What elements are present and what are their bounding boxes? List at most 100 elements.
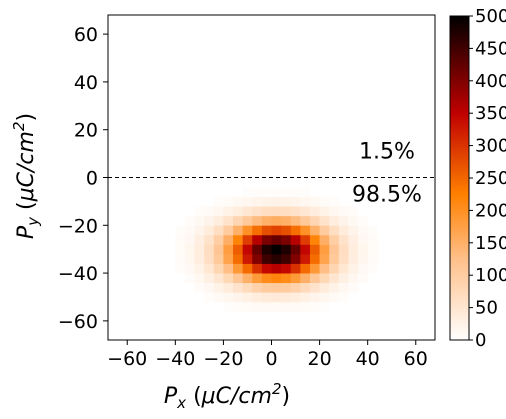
- heatmap-cell: [281, 301, 292, 312]
- heatmap-cell: [252, 301, 263, 312]
- heatmap-cell: [252, 196, 263, 207]
- heatmap-cell: [290, 263, 301, 274]
- heatmap-cell: [252, 253, 263, 264]
- annotations: 1.5% 98.5%: [352, 139, 422, 207]
- heatmap-cell: [242, 187, 253, 198]
- heatmap-cell: [271, 187, 282, 198]
- heatmap-cell: [252, 215, 263, 226]
- heatmap-cell: [194, 215, 205, 226]
- heatmap-cell: [281, 273, 292, 284]
- colorbar-tick-label: 250: [475, 168, 506, 189]
- heatmap-cell: [233, 206, 244, 217]
- y-axis-ticks: −60 −40 −20 0 20 40 60: [58, 24, 108, 333]
- y-tick-label: −20: [58, 215, 98, 237]
- y-tick-label: 20: [74, 120, 98, 142]
- heatmap-cell: [261, 215, 272, 226]
- colorbar: [449, 15, 470, 341]
- heatmap-cell: [329, 206, 340, 217]
- heatmap-cell: [319, 234, 330, 245]
- heatmap-cell: [319, 196, 330, 207]
- heatmap-cell: [309, 292, 320, 303]
- colorbar-tick-label: 350: [475, 103, 506, 124]
- heatmap-cell: [204, 206, 215, 217]
- heatmap-cell: [252, 244, 263, 255]
- heatmap-cell: [261, 273, 272, 284]
- heatmap-cell: [358, 273, 369, 284]
- heatmap-cell: [184, 244, 195, 255]
- heatmap-cell: [271, 263, 282, 274]
- heatmap-cell: [194, 244, 205, 255]
- colorbar-tick-label: 0: [475, 330, 486, 351]
- heatmap-cell: [338, 215, 349, 226]
- heatmap-cell: [300, 234, 311, 245]
- colorbar-tick-label: 200: [475, 200, 506, 221]
- heatmap-cell: [271, 282, 282, 293]
- heatmap-cell: [309, 225, 320, 236]
- heatmap-cell: [338, 234, 349, 245]
- heatmap-cell: [300, 244, 311, 255]
- heatmap-cell: [271, 196, 282, 207]
- heatmap-cell: [271, 273, 282, 284]
- heatmap-cell: [329, 263, 340, 274]
- y-tick-label: −40: [58, 263, 98, 285]
- heatmap-cell: [261, 263, 272, 274]
- heatmap-cell: [290, 292, 301, 303]
- x-tick-label: −40: [155, 348, 195, 370]
- heatmap-cell: [309, 301, 320, 312]
- heatmap-cell: [271, 253, 282, 264]
- heatmap-cell: [204, 253, 215, 264]
- heatmap-cell: [319, 273, 330, 284]
- heatmap-cell: [309, 253, 320, 264]
- heatmap-cell: [223, 253, 234, 264]
- heatmap-cell: [348, 253, 359, 264]
- heatmap-cell: [213, 234, 224, 245]
- heatmap-cell: [281, 234, 292, 245]
- x-tick-label: 0: [265, 348, 277, 370]
- heatmap-cell: [348, 206, 359, 217]
- heatmap-cell: [348, 225, 359, 236]
- heatmap-cell: [281, 187, 292, 198]
- heatmap-cell: [184, 263, 195, 274]
- heatmap-cell: [367, 234, 378, 245]
- heatmap-cell: [290, 215, 301, 226]
- heatmap-cell: [252, 234, 263, 245]
- heatmap-cell: [242, 196, 253, 207]
- heatmap-cell: [261, 187, 272, 198]
- heatmap-cell: [271, 225, 282, 236]
- heatmap-cell: [290, 234, 301, 245]
- heatmap-cell: [242, 282, 253, 293]
- heatmap-cell: [252, 225, 263, 236]
- y-axis-label: Py (μC/cm2): [10, 113, 42, 239]
- heatmap-cell: [281, 244, 292, 255]
- heatmap-cell: [358, 234, 369, 245]
- heatmap-cell: [213, 263, 224, 274]
- x-tick-label: 40: [356, 348, 380, 370]
- heatmap-cell: [252, 292, 263, 303]
- heatmap-cell: [281, 225, 292, 236]
- heatmap-cell: [213, 215, 224, 226]
- heatmap-cell: [233, 234, 244, 245]
- colorbar-tick-label: 50: [475, 298, 498, 319]
- heatmap-cell: [319, 282, 330, 293]
- percentage-annotation: 98.5%: [352, 182, 422, 207]
- heatmap-cell: [223, 244, 234, 255]
- heatmap-cell: [252, 263, 263, 274]
- heatmap-cell: [367, 244, 378, 255]
- heatmap-cell: [242, 225, 253, 236]
- heatmap-cell: [271, 234, 282, 245]
- heatmap-cell: [242, 263, 253, 274]
- heatmap-cell: [204, 273, 215, 284]
- heatmap-cell: [242, 292, 253, 303]
- heatmap-cell: [281, 253, 292, 264]
- heatmap-cell: [223, 292, 234, 303]
- heatmap-cell: [194, 273, 205, 284]
- heatmap-cell: [281, 292, 292, 303]
- x-tick-label: 20: [307, 348, 331, 370]
- heatmap-cell: [319, 244, 330, 255]
- heatmap-cell: [300, 282, 311, 293]
- heatmap-cell: [223, 263, 234, 274]
- heatmap-cell: [261, 206, 272, 217]
- heatmap-cell: [300, 225, 311, 236]
- heatmap-cell: [309, 234, 320, 245]
- heatmap-cell: [194, 225, 205, 236]
